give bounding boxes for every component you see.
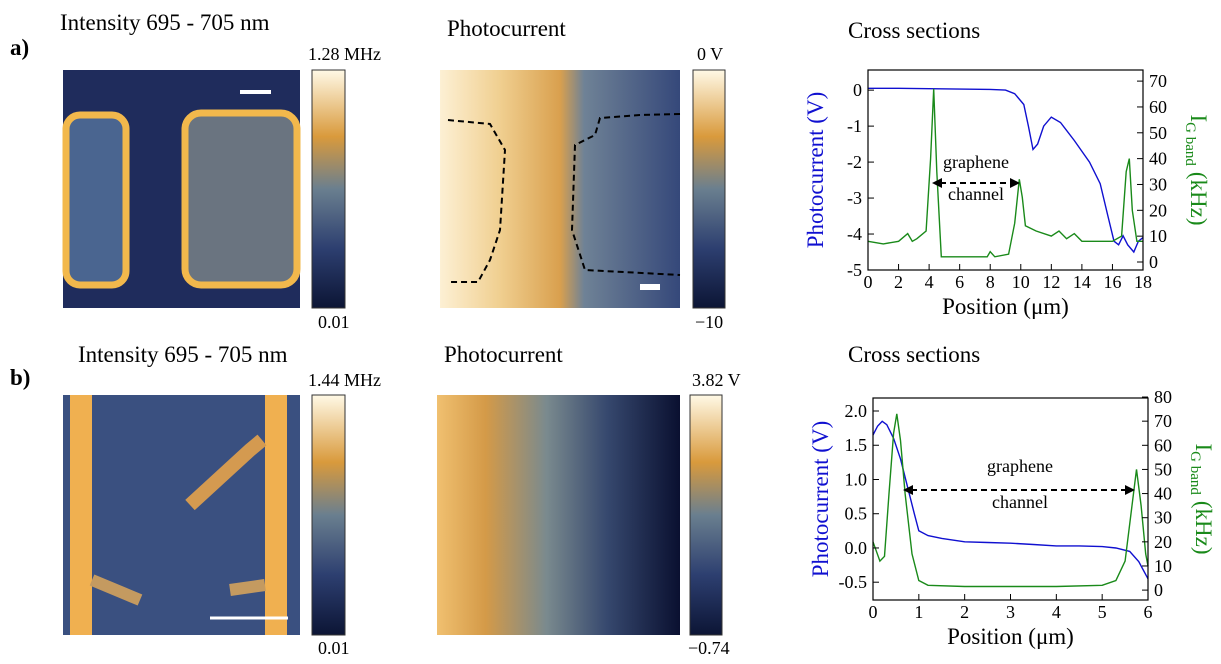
colorbar-max: 1.44 MHz	[308, 370, 381, 390]
image-title: Intensity 695 - 705 nm	[78, 342, 288, 367]
y-tick-label: 0.5	[845, 504, 868, 524]
colorbar	[311, 394, 346, 636]
x-tick-label: 0	[864, 272, 873, 292]
y2-tick-label: 50	[1149, 123, 1167, 143]
image-title: Intensity 695 - 705 nm	[60, 10, 270, 35]
x-tick-label: 12	[1042, 272, 1060, 292]
colorbar-min: 0.01	[318, 638, 350, 658]
y-tick-label: 2.0	[845, 401, 868, 421]
y-tick-label: -1	[847, 116, 862, 136]
x-tick-label: 8	[986, 272, 995, 292]
y-tick-label: 1.5	[845, 435, 868, 455]
colorbar-max: 1.28 MHz	[308, 44, 381, 64]
y2-tick-label: 60	[1149, 97, 1167, 117]
annotation: channel	[992, 492, 1048, 512]
x-tick-label: 2	[894, 272, 903, 292]
y2-tick-label: 40	[1149, 149, 1167, 169]
y-tick-label: 1.0	[845, 469, 868, 489]
intensity-map-b	[63, 395, 300, 635]
x-tick-label: 3	[1006, 602, 1015, 622]
y2-axis-label-part: G band	[1182, 122, 1198, 166]
data-line	[872, 420, 1149, 580]
x-tick-label: 4	[925, 272, 934, 292]
y2-tick-label: 30	[1154, 508, 1172, 528]
x-tick-label: 5	[1098, 602, 1107, 622]
annotation: graphene	[943, 152, 1009, 172]
y2-tick-label: 20	[1154, 532, 1172, 552]
y-tick-label: -2	[847, 152, 862, 172]
y2-tick-label: 10	[1154, 556, 1172, 576]
colorbar-max: 0 V	[697, 44, 723, 64]
image-title: Photocurrent	[444, 342, 563, 367]
data-line	[872, 413, 1149, 588]
y-tick-label: -4	[847, 224, 862, 244]
plot-frame	[867, 69, 1144, 271]
x-tick-label: 18	[1134, 272, 1152, 292]
x-tick-label: 10	[1012, 272, 1030, 292]
x-tick-label: 6	[955, 272, 964, 292]
colorbar-min: −0.74	[688, 638, 730, 658]
x-tick-label: 16	[1103, 272, 1121, 292]
y2-tick-label: 0	[1149, 252, 1158, 272]
x-tick-label: 2	[960, 602, 969, 622]
y-tick-label: -5	[847, 260, 862, 280]
colorbar-min: 0.01	[318, 312, 350, 332]
y-tick-label: 0	[853, 80, 862, 100]
y2-tick-label: 10	[1149, 226, 1167, 246]
y-tick-label: -3	[847, 188, 862, 208]
x-tick-label: 14	[1073, 272, 1091, 292]
y-tick-label: -0.5	[839, 572, 868, 592]
x-tick-label: 0	[869, 602, 878, 622]
chart-title: Cross sections	[848, 342, 980, 367]
y-tick-label: 0.0	[845, 538, 868, 558]
x-axis-label: Position (μm)	[942, 294, 1069, 319]
x-axis-label: Position (μm)	[947, 624, 1074, 649]
y2-tick-label: 40	[1154, 484, 1172, 504]
photocurrent-map-a	[440, 70, 681, 308]
panel-label: a)	[10, 35, 29, 60]
data-line	[867, 88, 1143, 258]
image-title: Photocurrent	[447, 16, 566, 41]
x-tick-label: 6	[1144, 602, 1153, 622]
intensity-map-a	[62, 70, 301, 308]
y2-tick-label: 60	[1154, 435, 1172, 455]
colorbar-min: −10	[695, 312, 723, 332]
y-axis-label: Photocurrent (V)	[803, 92, 828, 249]
annotation: channel	[948, 184, 1004, 204]
y2-tick-label: 80	[1154, 387, 1172, 407]
x-tick-label: 4	[1052, 602, 1061, 622]
y2-axis-label: IG band (kHz)	[1187, 443, 1216, 554]
colorbar-max: 3.82 V	[692, 370, 741, 390]
y2-tick-label: 0	[1154, 580, 1163, 600]
y2-tick-label: 30	[1149, 174, 1167, 194]
y2-axis-label-part: I	[1186, 114, 1211, 122]
y2-axis-label-part: (kHz)	[1191, 501, 1216, 555]
photocurrent-map-b	[437, 395, 680, 635]
y2-tick-label: 70	[1154, 411, 1172, 431]
colorbar	[311, 69, 346, 309]
data-line	[868, 87, 1144, 254]
y2-tick-label: 50	[1154, 459, 1172, 479]
y-axis-label: Photocurrent (V)	[808, 421, 833, 578]
y2-axis-label: IG band (kHz)	[1182, 114, 1211, 225]
arrow-head	[932, 178, 1020, 188]
x-tick-label: 1	[914, 602, 923, 622]
y2-axis-label-part: I	[1191, 443, 1216, 451]
panel-label: b)	[10, 365, 30, 390]
y2-tick-label: 20	[1149, 200, 1167, 220]
y2-tick-label: 70	[1149, 71, 1167, 91]
y2-axis-label-part: G band	[1187, 451, 1203, 495]
colorbar	[689, 394, 723, 636]
y2-axis-label-part: (kHz)	[1186, 172, 1211, 226]
annotation: graphene	[987, 456, 1053, 476]
chart-title: Cross sections	[848, 18, 980, 43]
colorbar	[692, 69, 726, 309]
